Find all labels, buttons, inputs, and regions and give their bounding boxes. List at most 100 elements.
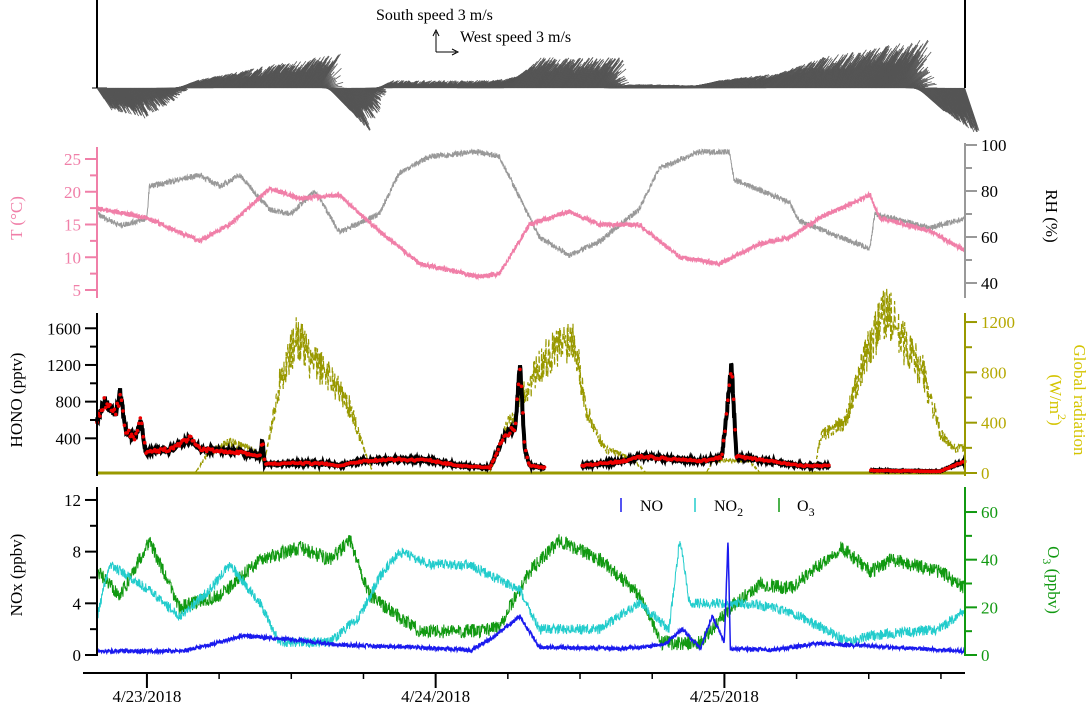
hono-point	[518, 367, 522, 372]
o3-axis-label: O3 (ppbv)	[1040, 546, 1063, 614]
hono-point	[261, 442, 265, 447]
nox-o3-panel: 0 4 8 12 0 20 40 60	[64, 487, 998, 665]
wind-vector-panel	[92, 0, 980, 133]
hono-point	[108, 402, 112, 407]
no-line	[96, 542, 966, 656]
hono-point	[186, 437, 190, 442]
hono-point	[519, 384, 524, 389]
hono-point	[493, 454, 498, 458]
rh-line	[96, 148, 966, 258]
radiation-axis-tick-label: 0	[981, 464, 990, 483]
hono-point	[489, 463, 493, 468]
hono-radiation-panel: 400 800 1200 1600 0 400 800 1200	[47, 288, 1015, 483]
radiation-unit-superscript: 2	[1055, 414, 1069, 420]
hono-point	[142, 440, 147, 445]
hono-point	[138, 416, 143, 420]
x-tick-label: 4/25/2018	[690, 687, 759, 706]
wind-vector	[318, 59, 338, 89]
hono-point	[102, 396, 107, 400]
radiation-unit-close: )	[1046, 420, 1065, 426]
hono-point	[141, 434, 145, 439]
rh-axis-label: RH (%)	[1042, 189, 1061, 242]
hono-point	[492, 457, 496, 462]
hono-point	[522, 440, 527, 444]
hono-point	[515, 397, 519, 402]
rh-axis-tick-label: 40	[981, 274, 998, 293]
wind-vector	[320, 67, 342, 89]
hono-point	[157, 450, 161, 454]
hono-point	[731, 397, 736, 402]
legend-no2-subscript: 2	[737, 505, 743, 519]
hono-point	[121, 409, 125, 413]
wind-west-label: West speed 3 m/s	[460, 29, 571, 46]
x-axis: 4/23/2018 4/24/2018 4/25/2018	[83, 672, 965, 706]
wind-vector	[964, 87, 980, 131]
hono-point	[730, 374, 735, 379]
radiation-line	[97, 288, 966, 474]
hono-point	[508, 431, 512, 436]
nox-axis-tick-label: 8	[73, 543, 82, 562]
legend-o3-label: O3	[797, 498, 815, 519]
x-tick-label: 4/24/2018	[401, 687, 470, 706]
hono-point	[262, 457, 267, 462]
hono-point	[171, 446, 176, 451]
hono-point	[718, 456, 723, 460]
hono-point	[126, 428, 131, 433]
hono-point	[258, 453, 262, 457]
hono-point	[122, 423, 127, 428]
radiation-axis-unit: (W/m2)	[1046, 374, 1069, 425]
wind-vector	[321, 75, 341, 89]
hono-point	[135, 428, 140, 433]
radiation-axis-tick-label: 400	[981, 414, 1007, 433]
radiation-axis-label: Global radiation	[1070, 345, 1089, 456]
o3-axis-tick-label: 0	[981, 646, 990, 665]
hono-point	[487, 466, 492, 470]
hono-axis-label: HONO (pptv)	[7, 353, 26, 448]
nox-axis-tick-label: 0	[73, 646, 82, 665]
hono-point	[513, 421, 518, 426]
nox-axis-tick-label: 12	[64, 491, 81, 510]
hono-point	[728, 372, 733, 376]
hono-point	[112, 407, 117, 412]
o3-axis-tick-label: 20	[981, 598, 998, 617]
legend-no2-text: NO	[714, 498, 737, 515]
hono-point	[724, 412, 729, 416]
hono-point	[115, 401, 120, 406]
hono-point	[204, 449, 209, 454]
nox-axis-label: NOx (ppbv)	[7, 534, 26, 617]
hono-point	[139, 421, 144, 426]
hono-point	[721, 438, 726, 443]
nox-axis-tick-label: 4	[73, 594, 82, 613]
temperature-axis-tick-label: 25	[64, 150, 81, 169]
temperature-axis-tick-label: 20	[64, 183, 81, 202]
hono-point	[167, 448, 171, 453]
wind-vector	[897, 39, 929, 89]
radiation-unit-text: (W/m	[1046, 374, 1065, 414]
hono-point	[137, 421, 141, 426]
legend-no2-label: NO2	[714, 498, 743, 519]
hono-point	[516, 382, 521, 387]
wind-reference-arrows	[432, 28, 460, 56]
wind-vector	[901, 51, 932, 89]
temperature-axis-label: T (°C)	[7, 196, 26, 240]
hono-point	[500, 438, 505, 442]
hono-point	[197, 445, 202, 450]
temperature-axis-tick-label: 15	[64, 216, 81, 235]
hono-point	[132, 437, 137, 442]
hono-axis-tick-label: 1600	[47, 319, 81, 338]
hono-point	[100, 408, 105, 412]
hono-point	[723, 429, 727, 434]
wind-vector	[320, 71, 335, 89]
hono-point	[827, 463, 831, 468]
rh-axis-tick-label: 100	[981, 136, 1007, 155]
wind-vector	[319, 63, 338, 89]
o3-label-text: O	[1044, 546, 1063, 558]
radiation-axis-tick-label: 800	[981, 363, 1007, 382]
o3-line	[96, 534, 966, 651]
hono-point	[496, 447, 501, 452]
temperature-rh-panel: 5 10 15 20 25 40 60 80 100	[64, 136, 1007, 300]
hono-point	[521, 411, 525, 415]
rh-axis-tick-label: 80	[981, 182, 998, 201]
hono-axis-tick-label: 1200	[47, 356, 81, 375]
